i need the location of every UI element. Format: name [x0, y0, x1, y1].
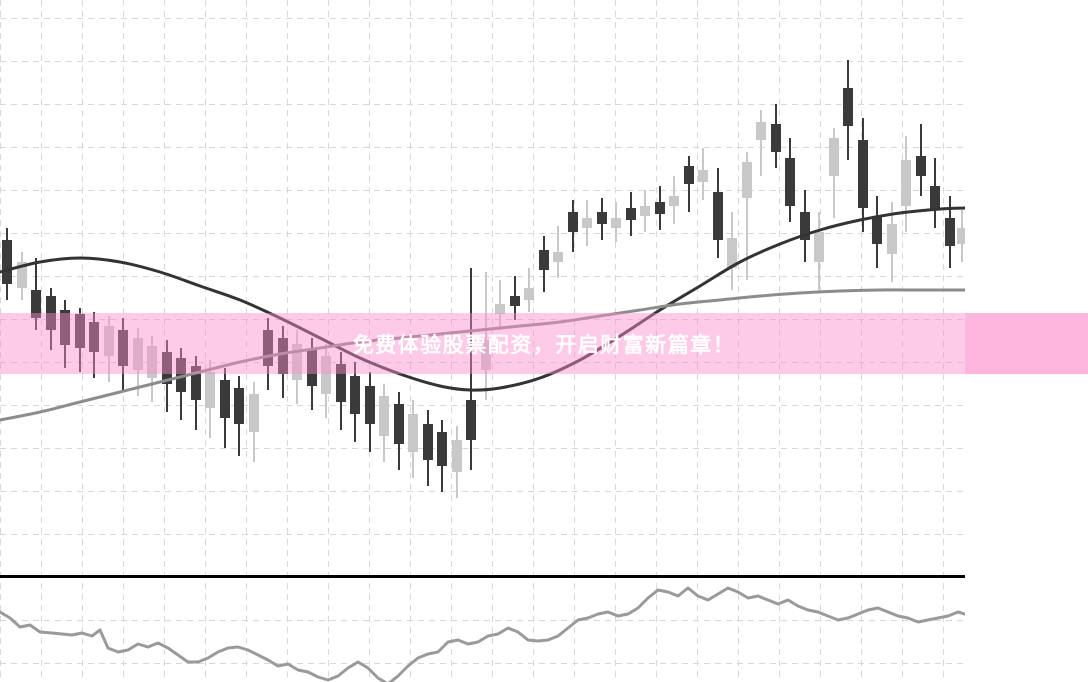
panel-divider: [0, 575, 965, 578]
oscillator-indicator-panel: [0, 586, 965, 682]
chart-plot-region: [0, 0, 965, 682]
promo-banner-right-fill: [965, 313, 1088, 374]
candlestick-price-panel: [0, 60, 965, 498]
